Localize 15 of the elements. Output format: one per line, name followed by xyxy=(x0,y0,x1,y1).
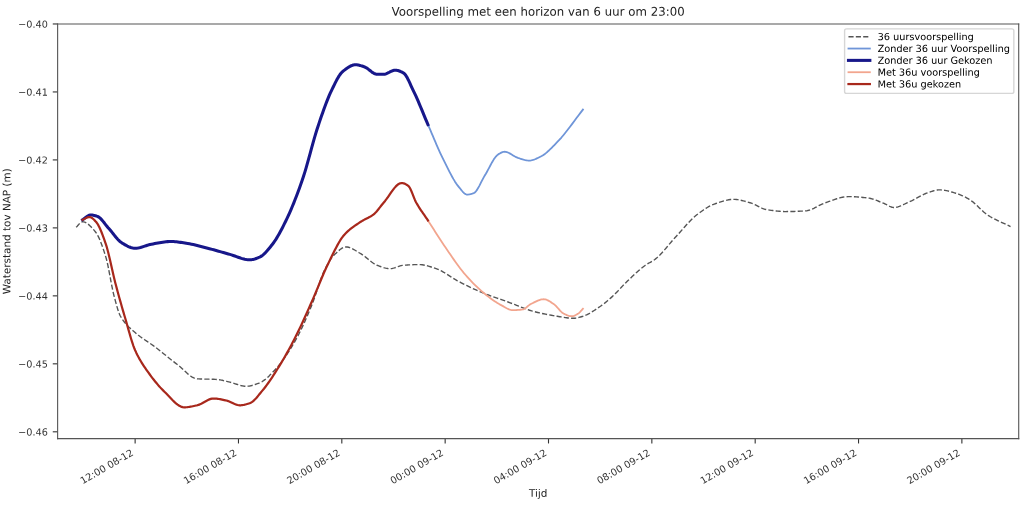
y-tick-label: −0.43 xyxy=(19,224,48,232)
legend-label: Zonder 36 uur Gekozen xyxy=(878,56,992,64)
y-tick-label: −0.46 xyxy=(19,428,48,436)
y-tick-label: −0.44 xyxy=(19,292,48,300)
x-axis-title: Tijd xyxy=(528,488,547,500)
legend-label: Met 36u gekozen xyxy=(878,80,961,90)
legend-label: Zonder 36 uur Voorspelling xyxy=(878,44,1010,54)
legend-label: Met 36u voorspelling xyxy=(878,68,979,78)
y-tick-label: −0.42 xyxy=(19,156,47,164)
y-tick-label: −0.40 xyxy=(19,20,48,28)
legend-label: 36 uursvoorspelling xyxy=(878,32,973,43)
y-axis-title: Waterstand tov NAP (m) xyxy=(2,169,12,294)
y-tick-label: −0.45 xyxy=(19,360,48,368)
y-tick-label: −0.41 xyxy=(19,88,47,96)
chart-title: Voorspelling met een horizon van 6 uur om 23:00 xyxy=(391,6,684,19)
